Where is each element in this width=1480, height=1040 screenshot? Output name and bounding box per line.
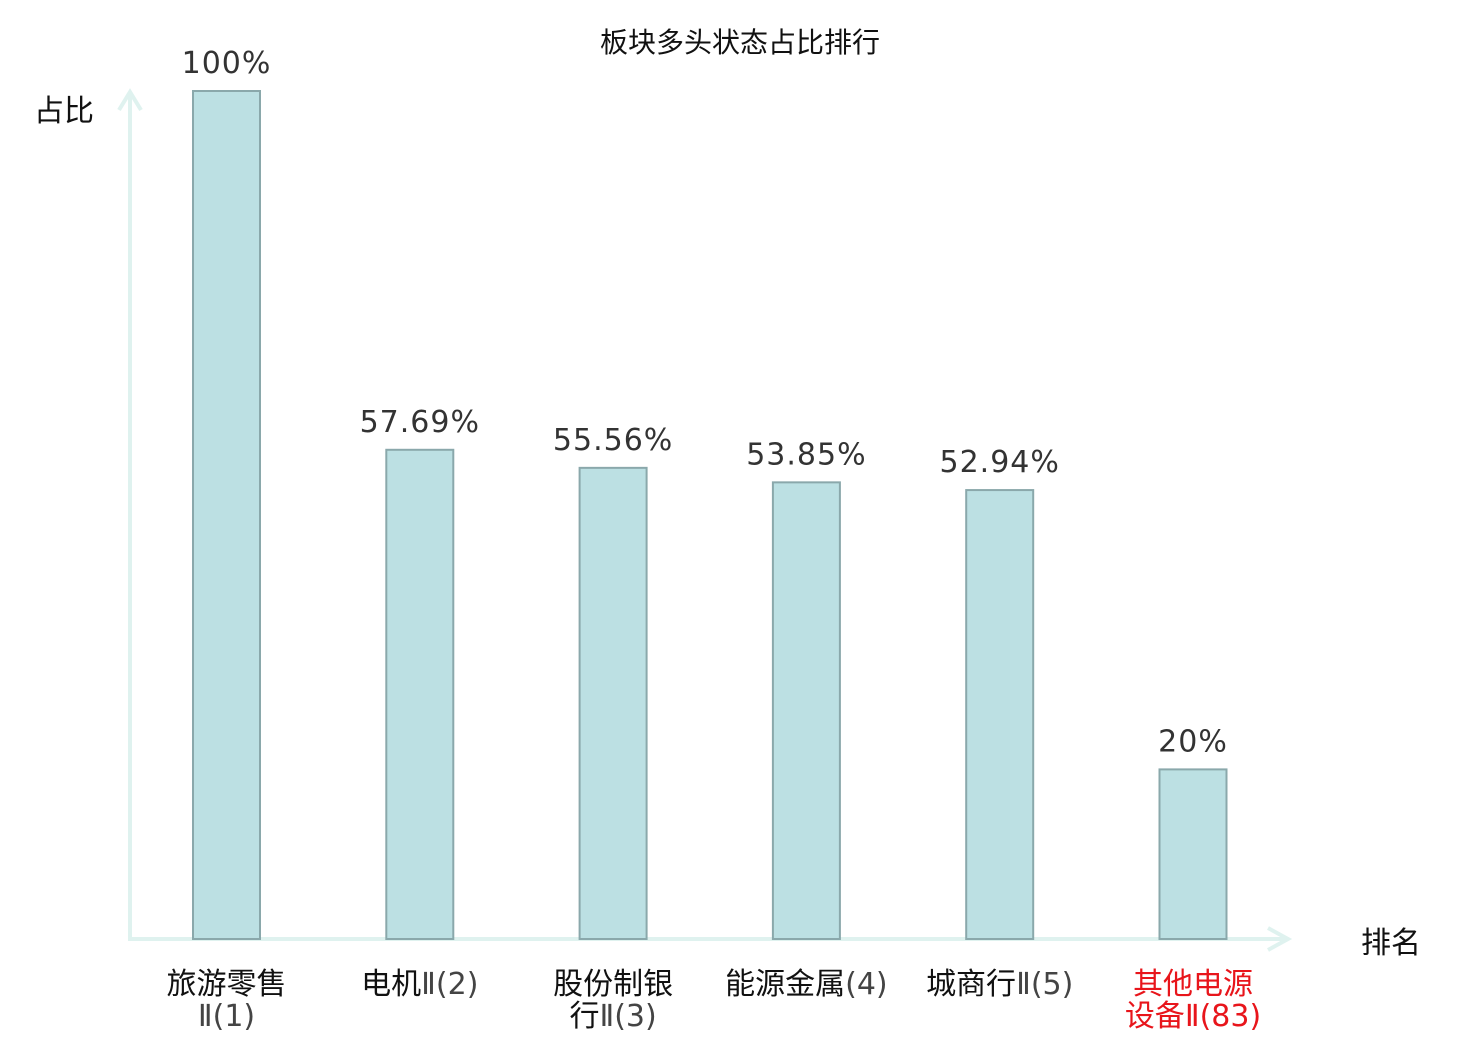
value-label-5: 52.94% (940, 445, 1060, 480)
category-label-4-line-1: 能源金属(4) (725, 967, 888, 1002)
category-name-3-1: 股份制银 (553, 967, 673, 1002)
category-suffix-1-2: Ⅱ(1) (198, 999, 255, 1034)
value-label-1: 100% (182, 46, 272, 81)
value-label-3: 55.56% (553, 423, 673, 458)
bar-4 (771, 481, 841, 940)
bar-3 (578, 466, 648, 940)
category-label-6-line-1: 其他电源 (1133, 967, 1253, 1002)
category-name-1-1: 旅游零售 (167, 967, 287, 1002)
category-name-4-1: 能源金属 (725, 967, 845, 1002)
category-label-1-line-2: Ⅱ(1) (198, 999, 255, 1034)
chart-title: 板块多头状态占比排行 (600, 26, 880, 59)
category-suffix-4-1: (4) (845, 967, 888, 1002)
category-name-5-1: 城商行 (926, 967, 1016, 1002)
category-label-1-line-1: 旅游零售 (167, 967, 287, 1002)
category-label-2-line-1: 电机Ⅱ(2) (361, 967, 478, 1002)
value-labels-group: 100% 57.69% 55.56% 53.85% 52.94% 20% (182, 46, 1228, 759)
category-label-3-line-2: 行Ⅱ(3) (569, 999, 656, 1034)
category-suffix-2-1: Ⅱ(2) (421, 967, 478, 1002)
category-suffix-6-2: Ⅱ(83) (1185, 999, 1261, 1034)
category-name-6-1: 其他电源 (1133, 967, 1253, 1002)
value-label-6: 20% (1158, 724, 1228, 759)
value-label-2: 57.69% (360, 405, 480, 440)
value-label-4: 53.85% (746, 437, 866, 472)
category-label-6-line-2: 设备Ⅱ(83) (1125, 999, 1261, 1034)
category-label-3-line-1: 股份制银 (553, 967, 673, 1002)
x-axis-label: 排名 (1361, 926, 1421, 961)
category-label-5-line-1: 城商行Ⅱ(5) (926, 967, 1073, 1002)
bar-6 (1158, 768, 1228, 941)
bar-1 (192, 90, 261, 940)
category-name-2-1: 电机 (361, 967, 421, 1002)
bars-group (192, 90, 1228, 941)
x-axis-arrow-icon (1267, 926, 1293, 952)
category-suffix-3-2: Ⅱ(3) (599, 999, 656, 1034)
category-name-6-2: 设备 (1125, 999, 1185, 1034)
bar-5 (965, 489, 1035, 940)
category-name-3-2: 行 (569, 999, 599, 1034)
category-suffix-5-1: Ⅱ(5) (1016, 967, 1073, 1002)
y-axis-label: 占比 (34, 94, 94, 129)
bar-2 (385, 448, 455, 940)
y-axis-arrow-icon (117, 88, 143, 112)
